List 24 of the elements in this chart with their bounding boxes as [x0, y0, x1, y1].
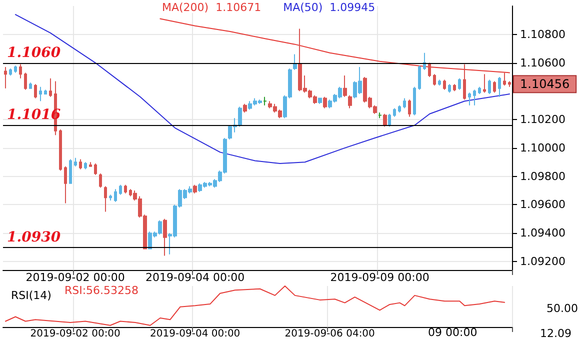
y-tick-label: 1.09200 [520, 254, 566, 268]
series-label: MA(200) 1.10671 [162, 1, 262, 14]
x-tick-label: 2019-09-09 00:00 [330, 271, 430, 284]
x-tick-label: 2019-09-04 00:00 [150, 328, 240, 340]
ref-line-label: 1.0930 [7, 229, 61, 246]
text: 50.00 [546, 302, 578, 315]
y-tick-label: 1.09400 [520, 226, 566, 240]
text: MA(50) 1.09945 [283, 1, 376, 14]
text: 12.09 [540, 327, 572, 340]
y-tick-label: 1.09800 [520, 170, 566, 183]
y-tick-label: 1.10600 [520, 56, 566, 70]
y-tick-label: 1.10000 [520, 141, 566, 154]
chart-title: RSI(14) [11, 289, 52, 302]
ref-line-label: 1.1060 [7, 44, 61, 61]
y-tick-label: 1.09600 [520, 198, 566, 212]
y-tick-label: 1.10800 [520, 28, 566, 41]
text: RSI:56.53258 [64, 284, 139, 297]
text: 1.10456 [520, 77, 570, 92]
x-tick-label: 2019-09-02 00:00 [30, 328, 120, 340]
annotation: 09 00:00 [428, 326, 478, 339]
x-tick-label: 2019-09-06 04:00 [284, 328, 375, 340]
x-tick-label: 2019-09-02 00:00 [26, 271, 125, 284]
x-tick-label: 2019-09-04 00:00 [146, 271, 245, 284]
y-tick-label: 1.10200 [520, 113, 566, 126]
